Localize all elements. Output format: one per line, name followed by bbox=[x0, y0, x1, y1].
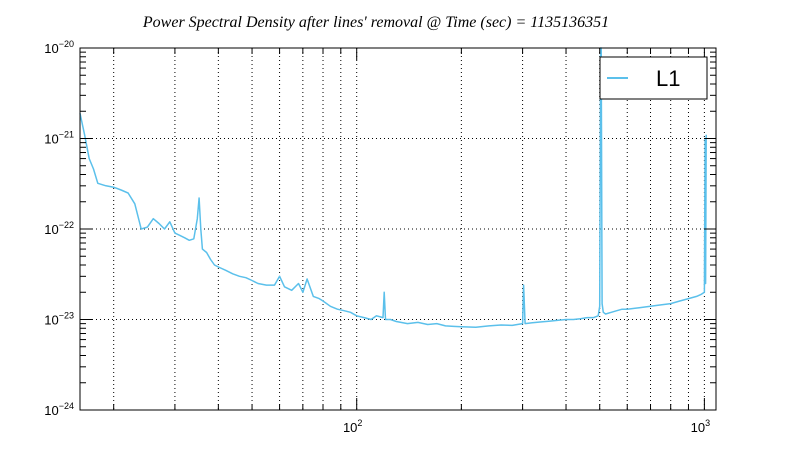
x-tick-label: 102 bbox=[343, 418, 362, 435]
legend: L1 bbox=[599, 56, 708, 100]
y-tick-label: 10−21 bbox=[44, 130, 74, 147]
y-tick-label: 10−24 bbox=[44, 401, 74, 418]
grid-lines bbox=[80, 48, 716, 410]
legend-label-l1: L1 bbox=[656, 66, 680, 91]
series-line-l1 bbox=[79, 47, 707, 329]
y-tick-label: 10−22 bbox=[44, 220, 74, 237]
y-tick-label: 10−20 bbox=[44, 39, 74, 56]
y-tick-label: 10−23 bbox=[44, 311, 74, 328]
plot-area bbox=[79, 47, 707, 329]
chart-title: Power Spectral Density after lines' remo… bbox=[142, 14, 609, 31]
x-tick-label: 103 bbox=[691, 418, 710, 435]
legend-box bbox=[599, 56, 708, 100]
